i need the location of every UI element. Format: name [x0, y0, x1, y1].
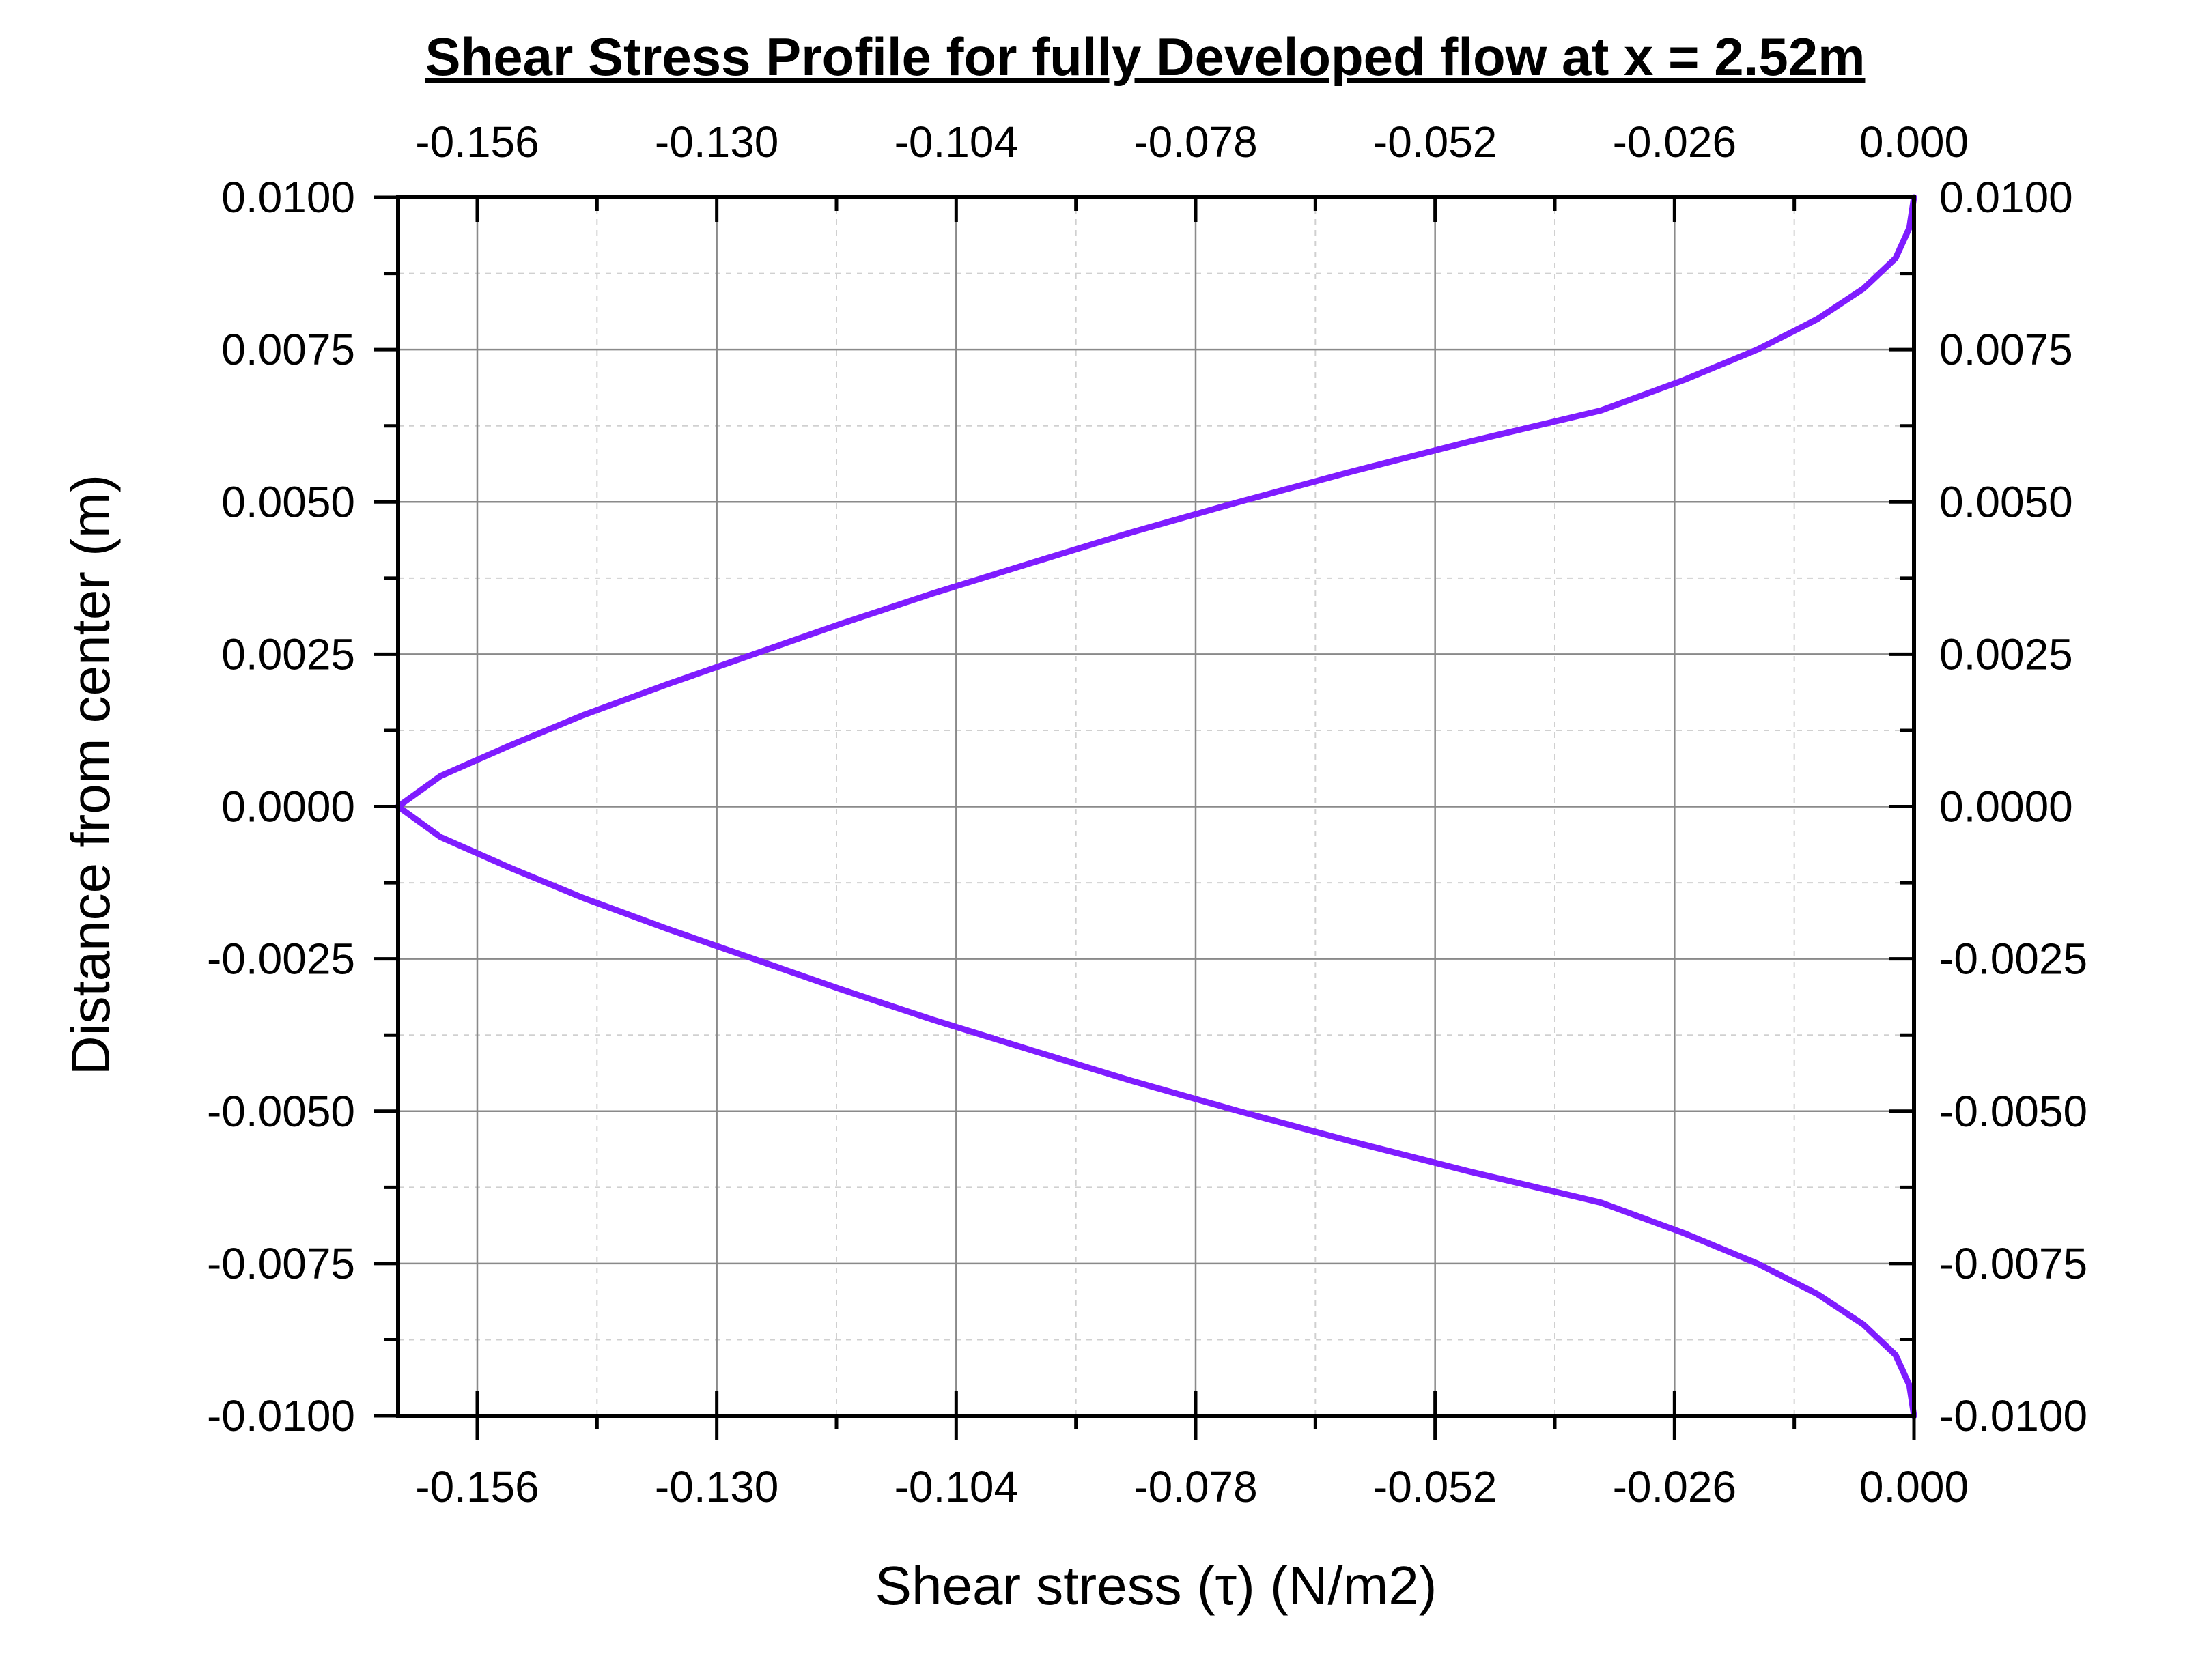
x-tick-label-bottom: -0.078 [1134, 1462, 1257, 1511]
chart-title: Shear Stress Profile for fully Developed… [425, 27, 1866, 87]
y-tick-label-right: -0.0050 [1939, 1087, 2087, 1136]
y-axis-title: Distance from center (m) [60, 474, 121, 1075]
x-tick-label-top: -0.026 [1613, 117, 1736, 167]
x-tick-label-bottom: -0.052 [1373, 1462, 1497, 1511]
y-tick-label-right: 0.0025 [1939, 629, 2073, 679]
y-tick-label-right: 0.0100 [1939, 173, 2073, 222]
x-axis-title: Shear stress (τ) (N/m2) [875, 1555, 1437, 1616]
x-tick-label-bottom: -0.026 [1613, 1462, 1736, 1511]
series-line-1 [395, 194, 1917, 810]
x-tick-label-top: 0.000 [1859, 117, 1969, 167]
y-tick-label-left: 0.0000 [221, 782, 355, 831]
y-tick-label-right: 0.0000 [1939, 782, 2073, 831]
x-tick-label-bottom: -0.130 [655, 1462, 778, 1511]
tick-labels: -0.156 -0.156 -0.130 -0.130 -0.104 -0.104 -0.0… [207, 117, 2087, 1511]
y-tick-label-left: 0.0075 [221, 325, 355, 374]
x-tick-label-bottom: -0.104 [895, 1462, 1018, 1511]
y-tick-label-right: 0.0050 [1939, 477, 2073, 526]
axis-ticks [374, 195, 1916, 1440]
x-tick-label-top: -0.052 [1373, 117, 1497, 167]
y-tick-label-left: 0.0025 [221, 629, 355, 679]
plot-curves [395, 194, 1917, 1419]
series-line-2 [395, 803, 1917, 1419]
y-tick-label-left: 0.0100 [221, 173, 355, 222]
x-tick-label-top: -0.130 [655, 117, 778, 167]
x-tick-label-top: -0.104 [895, 117, 1018, 167]
y-tick-label-left: -0.0075 [207, 1239, 355, 1288]
y-tick-label-left: -0.0025 [207, 935, 355, 984]
x-tick-label-top: -0.078 [1134, 117, 1257, 167]
y-tick-label-right: -0.0075 [1939, 1239, 2087, 1288]
y-tick-label-right: -0.0025 [1939, 935, 2087, 984]
y-tick-label-left: -0.0100 [207, 1391, 355, 1440]
y-tick-label-left: -0.0050 [207, 1087, 355, 1136]
y-tick-label-left: 0.0050 [221, 477, 355, 526]
y-tick-label-right: -0.0100 [1939, 1391, 2087, 1440]
x-tick-label-bottom: 0.000 [1859, 1462, 1969, 1511]
x-tick-label-bottom: -0.156 [415, 1462, 539, 1511]
y-tick-label-right: 0.0075 [1939, 325, 2073, 374]
x-tick-label-top: -0.156 [415, 117, 539, 167]
